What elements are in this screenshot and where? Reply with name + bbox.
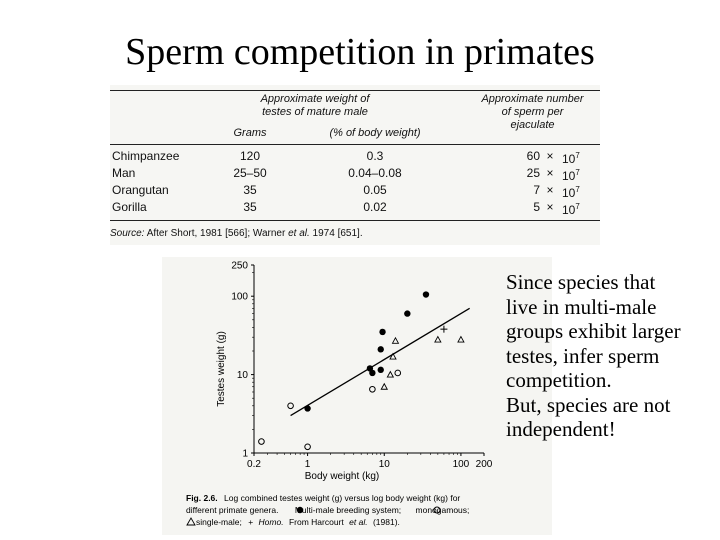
legend-filled-circle — [296, 506, 304, 514]
point-single-male — [386, 370, 395, 378]
legend-open-circle — [433, 506, 441, 514]
point-monogamous — [369, 385, 376, 393]
row-sperm-exponent: 7 — [575, 151, 580, 160]
chart-panel: 1 10 100 250 0.2 1 10 100 200 Testes weight (g) … — [162, 257, 552, 535]
explanation-line: groups exhibit larger — [506, 319, 681, 343]
x-tick-label: 1 — [305, 459, 311, 470]
header-testes-weight: Approximate weight of testes of mature m… — [260, 93, 370, 118]
svg-text:different primate genera.: different primate genera. Multi-male bre… — [186, 505, 469, 515]
explanation-line: But, species are not — [506, 392, 671, 417]
row-sperm-count: 7 — [533, 183, 540, 197]
point-multi-male — [379, 328, 386, 336]
y-tick-label: 10 — [237, 370, 249, 381]
point-monogamous — [394, 369, 402, 377]
point-monogamous — [287, 402, 294, 410]
table-top-rule — [110, 90, 600, 91]
row-sperm-times: × — [546, 149, 554, 163]
data-table: Approximate weight of testes of mature m… — [110, 85, 600, 245]
explanation-text: Since species that live in multi-male gr… — [506, 270, 716, 442]
header-grams: Grams — [233, 127, 267, 139]
explanation-line: independent! — [506, 417, 616, 441]
row-sperm-base: 107 — [562, 185, 580, 200]
row-grams: 35 — [243, 200, 257, 214]
row-sperm-count: 25 — [526, 166, 540, 180]
row-sperm-exponent: 7 — [575, 185, 580, 194]
row-sperm-base: 107 — [562, 168, 580, 183]
svg-text:single-male; +: single-male; + Homo. From Harcourt et al… — [196, 517, 400, 527]
table-bottom-rule — [110, 220, 600, 221]
point-single-male — [389, 352, 397, 360]
explanation-line: testes, infer sperm — [506, 343, 660, 368]
row-sperm-times: × — [546, 166, 554, 180]
row-sperm-count: 5 — [533, 200, 540, 214]
point-multi-male — [369, 369, 376, 377]
row-species: Orangutan — [112, 183, 169, 197]
row-sperm-base: 107 — [562, 202, 580, 217]
point-monogamous — [258, 438, 265, 445]
regression-line — [290, 307, 470, 417]
row-percent: 0.3 — [366, 149, 384, 163]
y-tick-label: 1 — [242, 449, 248, 460]
x-axis-label: Body weight (kg) — [305, 471, 379, 482]
y-axis-label: Testes weight (g) — [216, 331, 227, 407]
point-multi-male — [404, 310, 411, 317]
point-single-male — [434, 335, 442, 343]
explanation-line: live in multi-male — [506, 294, 657, 319]
row-species: Gorilla — [112, 200, 147, 214]
figure-caption: Fig. 2.6. Log combined testes weight (g)… — [186, 493, 469, 527]
row-sperm-exponent: 7 — [575, 168, 580, 177]
row-sperm-times: × — [546, 200, 554, 214]
row-percent: 0.04–0.08 — [348, 166, 402, 180]
row-grams: 120 — [239, 149, 261, 163]
row-sperm-base: 107 — [562, 151, 580, 166]
table-header-rule — [110, 144, 600, 145]
header-percent: (% of body weight) — [329, 127, 421, 139]
row-sperm-exponent: 7 — [575, 202, 580, 211]
x-tick-label: 200 — [476, 459, 493, 470]
x-tick-label: 10 — [379, 459, 391, 470]
y-tick-label: 100 — [231, 292, 248, 303]
row-grams: 35 — [243, 183, 257, 197]
point-multi-male — [377, 366, 384, 374]
y-tick-label: 250 — [231, 261, 248, 272]
point-single-male — [391, 336, 400, 344]
row-percent: 0.05 — [363, 183, 387, 197]
row-species: Man — [112, 166, 136, 180]
explanation-line: competition. — [506, 368, 612, 392]
x-tick-label: 100 — [453, 459, 470, 470]
point-monogamous — [304, 443, 311, 451]
svg-text:Fig. 2.6. Log combined: Fig. 2.6. Log combined testes weight (g)… — [186, 493, 460, 503]
point-single-male — [380, 382, 389, 390]
row-species: Chimpanzee — [112, 149, 180, 163]
point-single-male — [457, 335, 465, 343]
row-sperm-times: × — [546, 183, 554, 197]
legend-open-triangle — [186, 517, 196, 526]
row-grams: 25–50 — [233, 166, 267, 180]
x-tick-label: 0.2 — [247, 459, 261, 470]
explanation-line: Since species that — [506, 270, 656, 294]
point-multi-male — [377, 346, 384, 353]
point-homo — [440, 325, 448, 333]
row-percent: 0.02 — [363, 200, 387, 214]
header-sperm: Approximate number of sperm per ejaculat… — [481, 93, 584, 131]
row-sperm-count: 60 — [526, 149, 540, 163]
point-multi-male — [304, 405, 311, 412]
table-source: Source: After Short, 1981 [566]; Warner … — [110, 228, 363, 239]
point-multi-male — [422, 291, 430, 298]
slide-title: Sperm competition in primates — [125, 31, 595, 73]
